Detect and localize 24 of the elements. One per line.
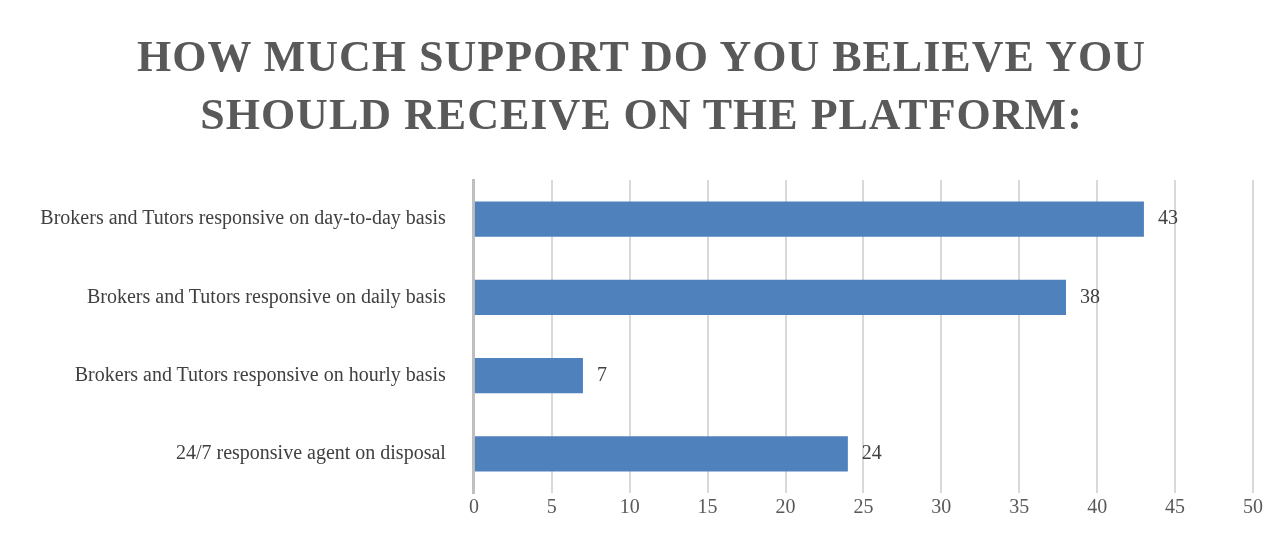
bar <box>474 279 1067 315</box>
x-tick-label: 25 <box>853 495 874 518</box>
data-label: 43 <box>1157 206 1178 229</box>
y-tick-label: Brokers and Tutors responsive on hourly basis <box>74 362 447 386</box>
data-label: 24 <box>861 441 882 464</box>
x-tick-label: 10 <box>619 495 640 518</box>
y-tick-label: 24/7 responsive agent on disposal <box>175 441 447 465</box>
x-tick-label: 20 <box>775 495 796 518</box>
x-tick-label: 0 <box>468 495 479 518</box>
bar <box>474 358 583 394</box>
y-tick-label: Brokers and Tutors responsive on daily basis <box>86 284 447 308</box>
x-tick-label: 50 <box>1243 495 1263 518</box>
x-tick-label: 35 <box>1009 495 1030 518</box>
x-tick-label: 5 <box>546 495 557 518</box>
x-tick-label: 40 <box>1087 495 1108 518</box>
chart-title: HOW MUCH SUPPORT DO YOU BELIEVE YOU SHOULD RECEIVE ON THE PLATFORM: <box>136 31 1147 141</box>
y-tick-label: Brokers and Tutors responsive on day-to-day basis <box>40 206 447 230</box>
x-tick-label: 30 <box>931 495 952 518</box>
bar <box>474 201 1144 237</box>
x-tick-label: 45 <box>1165 495 1186 518</box>
data-label: 7 <box>596 362 607 385</box>
x-tick-label: 15 <box>697 495 718 518</box>
data-label: 38 <box>1080 284 1101 307</box>
bar <box>474 436 848 472</box>
